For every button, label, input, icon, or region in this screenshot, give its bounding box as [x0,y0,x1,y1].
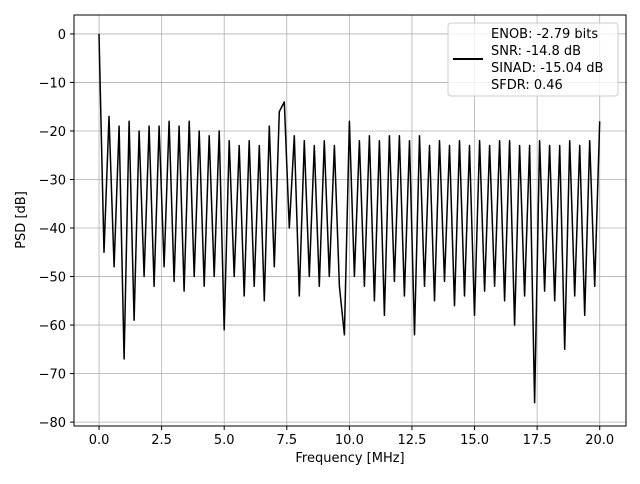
axes-frame [73,14,627,427]
legend-sinad: SINAD: -15.04 dB [491,61,603,76]
x-tick-label: 7.5 [276,433,297,448]
y-tick-label: −10 [39,76,66,91]
y-tick-label: −70 [39,368,66,383]
y-tick-label: 0 [58,28,66,43]
x-tick-label: 10.0 [335,433,364,448]
legend-sfdr: SFDR: 0.46 [491,78,563,93]
legend-box [447,22,619,97]
y-tick-label: −50 [39,271,66,286]
legend-enob: ENOB: -2.79 bits [491,27,598,42]
y-tick-label: −40 [39,222,66,237]
x-tick-label: 12.5 [397,433,426,448]
y-tick-label: −80 [39,416,66,431]
y-axis: 0 −10 −20 −30 −40 −50 −60 −70 −80 [39,28,74,431]
x-tick-label: 5.0 [214,433,235,448]
x-tick-label: 0.0 [89,433,110,448]
x-tick-label: 2.5 [151,433,172,448]
x-tick-label: 15.0 [460,433,489,448]
y-tick-label: −20 [39,125,66,140]
grid [74,15,626,426]
plot-area [98,33,601,404]
y-tick-label: −60 [39,319,66,334]
x-tick-label: 20.0 [585,433,614,448]
x-axis: 0.0 2.5 5.0 7.5 10.0 12.5 15.0 17.5 20.0 [89,426,614,448]
y-tick-label: −30 [39,173,66,188]
x-tick-label: 17.5 [523,433,552,448]
legend-snr: SNR: -14.8 dB [491,44,581,59]
legend: ENOB: -2.79 bits SNR: -14.8 dB SINAD: -1… [447,22,619,97]
psd-series-line [98,33,601,404]
x-axis-label: Frequency [MHz] [295,451,404,466]
y-axis-label: PSD [dB] [14,191,29,249]
